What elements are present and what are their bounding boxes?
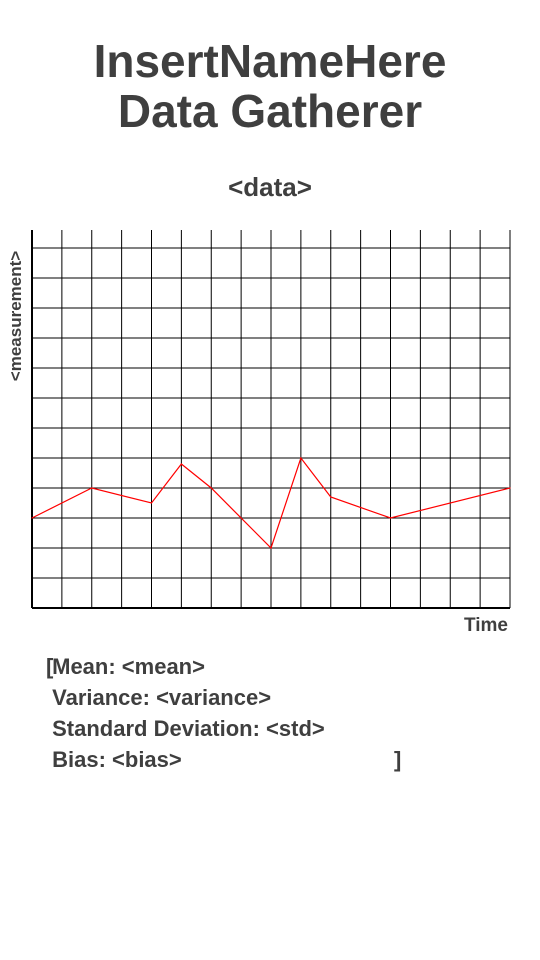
stats-mean-row: Mean: <mean> — [46, 651, 325, 682]
stats-variance-row: Variance: <variance> — [46, 682, 325, 713]
chart-title: <data> — [228, 172, 312, 202]
stats-open-bracket: [ — [46, 654, 54, 679]
stats-close-bracket: ] — [394, 747, 402, 772]
data-point — [150, 502, 153, 504]
chart-grid — [32, 230, 511, 608]
stats-mean: Mean: <mean> — [52, 654, 205, 679]
x-axis-label: Time — [463, 615, 508, 636]
stats-panel: Mean: <mean> Variance: <variance> Standa… — [46, 651, 325, 775]
series-line-0 — [31, 456, 511, 550]
stats-bias-row: Bias: <bias> — [46, 744, 325, 775]
app-title-line-1: InsertNameHere — [93, 35, 447, 87]
data-point — [509, 487, 511, 489]
data-point — [210, 487, 212, 489]
app-title-line-2: Data Gatherer — [117, 85, 423, 137]
data-point — [389, 517, 392, 519]
data-point — [300, 457, 302, 459]
chart-series — [31, 456, 511, 550]
data-point — [180, 463, 182, 465]
chart-axes — [31, 230, 510, 609]
data-point — [330, 496, 332, 498]
data-point — [91, 487, 93, 489]
app-title: InsertNameHere Data Gatherer — [0, 36, 540, 136]
stats-bias: Bias: <bias> — [52, 747, 182, 772]
data-point — [270, 547, 272, 549]
stats-std: Standard Deviation: <std> — [52, 716, 325, 741]
stats-variance: Variance: <variance> — [52, 685, 272, 710]
stats-std-row: Standard Deviation: <std> — [46, 713, 325, 744]
data-point — [31, 517, 33, 519]
